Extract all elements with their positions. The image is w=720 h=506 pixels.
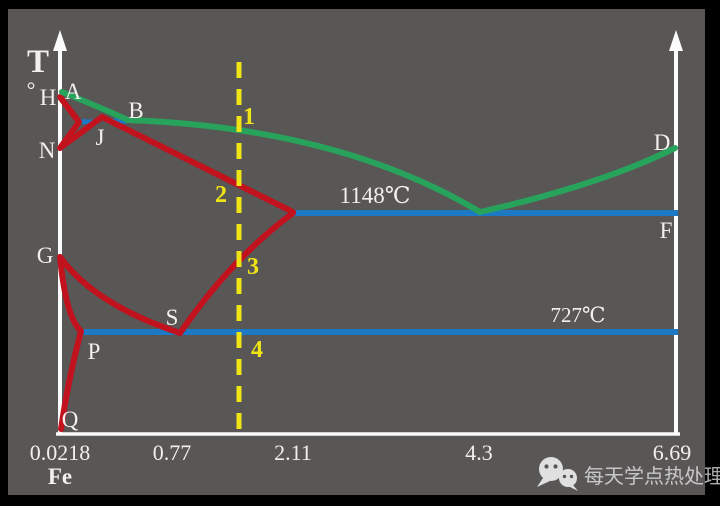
diagram-background [8, 9, 705, 495]
left-temperature-axis [53, 30, 67, 434]
right-axis-arrow-icon [669, 30, 683, 51]
watermark: 每天学点热处理 [537, 457, 720, 491]
watermark-text: 每天学点热处理 [584, 464, 720, 488]
red-boundary-curves [57, 94, 296, 432]
section-marker-2: 2 [215, 182, 227, 208]
right-axis [669, 30, 683, 434]
curve-G-P [57, 254, 84, 334]
temp-727-label: 727℃ [551, 303, 606, 327]
left-axis-arrow-icon [53, 30, 67, 51]
curve-E-S [177, 210, 296, 336]
point-label-Q: Q [62, 407, 79, 432]
point-label-J: J [96, 125, 105, 150]
curve-H-N [57, 94, 82, 151]
point-label-D: D [654, 130, 671, 155]
point-label-A: A [65, 79, 82, 104]
x-tick-0.0218: 0.0218 [30, 440, 91, 465]
point-label-H: H [40, 85, 57, 110]
point-label-B: B [128, 98, 143, 123]
point-label-S: S [166, 305, 179, 330]
temp-1148-label: 1148℃ [340, 183, 411, 208]
curve-G-S [57, 254, 183, 336]
temperature-axis-label: T [27, 44, 49, 80]
wechat-icon [537, 457, 578, 491]
section-marker-4: 4 [251, 337, 263, 363]
curve-P-Q [58, 328, 84, 432]
fe-origin-label: Fe [48, 464, 72, 489]
x-tick-0.77: 0.77 [153, 440, 192, 465]
section-marker-3: 3 [247, 254, 259, 280]
x-tick-4.3: 4.3 [465, 440, 493, 465]
section-marker-1: 1 [243, 104, 255, 130]
point-label-G: G [37, 243, 54, 268]
point-label-N: N [39, 138, 56, 163]
x-tick-6.69: 6.69 [653, 440, 692, 465]
liquidus-curve [59, 89, 678, 216]
x-tick-2.11: 2.11 [274, 440, 312, 465]
degree-mark: ° [27, 77, 36, 102]
point-label-F: F [660, 218, 673, 243]
curve-N-J-E [57, 114, 296, 215]
point-label-P: P [88, 339, 101, 364]
